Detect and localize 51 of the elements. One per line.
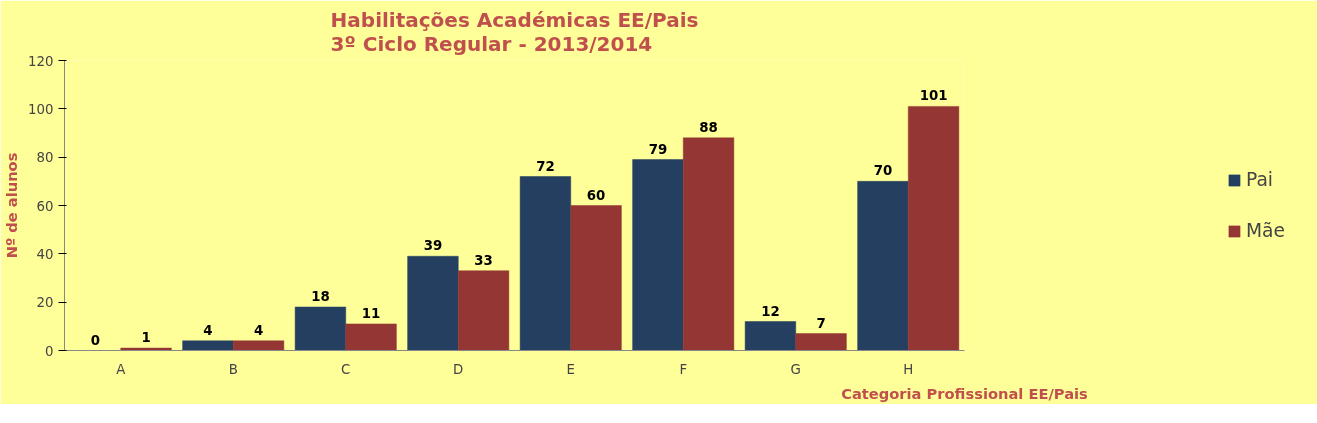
data-label: 39	[423, 238, 443, 254]
bar	[458, 270, 510, 351]
y-axis-title: Nº de alunos	[3, 152, 21, 259]
y-tick-label: 20	[36, 295, 54, 311]
bar	[632, 159, 684, 351]
y-tick-label: 0	[45, 343, 54, 359]
bar	[519, 176, 571, 351]
y-tick-label: 100	[28, 101, 54, 117]
x-tick-label: H	[903, 361, 914, 377]
legend-label: Pai	[1245, 169, 1274, 190]
x-tick-label: C	[341, 361, 351, 377]
x-tick-label: E	[566, 361, 575, 377]
data-label: 88	[699, 119, 718, 135]
bar	[407, 256, 459, 351]
bar	[744, 321, 796, 351]
data-label: 60	[586, 187, 606, 203]
x-tick-label: G	[790, 361, 801, 377]
data-label: 0	[90, 332, 101, 348]
data-label: 11	[361, 305, 381, 321]
x-tick-label: B	[228, 361, 238, 377]
bar	[857, 181, 909, 351]
data-label: 4	[253, 322, 264, 338]
data-label: 12	[761, 303, 780, 319]
data-label: 79	[648, 141, 668, 157]
data-label: 72	[536, 158, 555, 174]
x-tick-label: D	[453, 361, 464, 377]
x-tick-label: A	[116, 361, 126, 377]
data-label: 70	[873, 163, 893, 179]
data-label: 101	[919, 88, 948, 104]
chart-title: Habilitações Académicas EE/Pais 3º Ciclo Regular - 2013/2014	[330, 7, 699, 56]
bar	[683, 137, 735, 351]
bar	[120, 347, 172, 351]
bar	[233, 340, 285, 351]
bar	[345, 323, 397, 351]
bar	[182, 340, 234, 351]
data-label: 18	[311, 289, 330, 304]
bar	[294, 306, 346, 351]
legend-label: Mãe	[1245, 220, 1286, 241]
data-label: 4	[203, 322, 213, 338]
data-label: 33	[474, 252, 493, 268]
y-tick-label: 120	[28, 53, 54, 69]
data-label: 7	[816, 315, 826, 331]
y-tick-label: 60	[36, 198, 54, 214]
bar	[908, 106, 960, 351]
x-axis-title: Categoria Profissional EE/Pais	[841, 384, 1089, 402]
bar	[570, 205, 622, 351]
y-tick-label: 40	[36, 246, 54, 262]
bar	[795, 333, 847, 351]
x-tick-label: F	[679, 361, 688, 377]
data-label: 1	[141, 330, 151, 346]
y-tick-label: 80	[36, 150, 54, 166]
